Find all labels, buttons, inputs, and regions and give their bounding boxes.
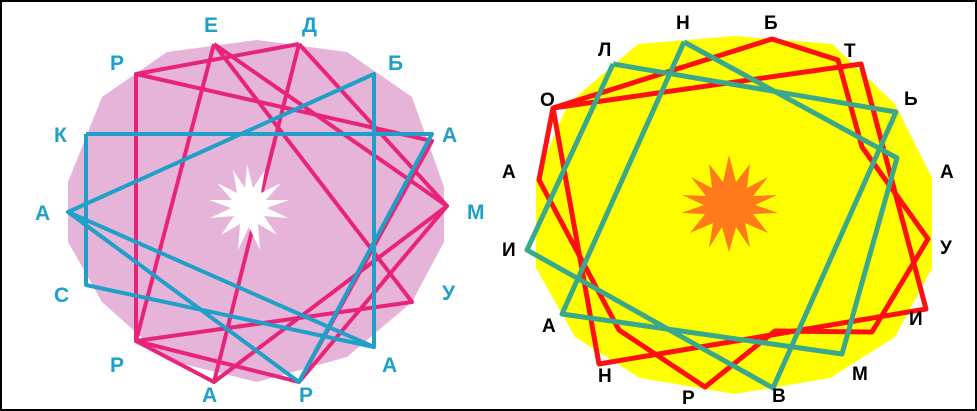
right-letter: В — [772, 386, 786, 407]
right-letter: Б — [764, 13, 778, 34]
right-figure — [527, 36, 932, 394]
left-letter: Д — [302, 14, 317, 37]
right-letter: Р — [682, 388, 695, 409]
right-letter: Т — [844, 41, 856, 62]
left-letter: А — [382, 354, 397, 377]
right-letter: Ь — [904, 89, 918, 110]
left-letter: Е — [204, 14, 218, 37]
left-letter: Р — [110, 52, 124, 75]
left-letter: К — [54, 124, 67, 147]
left-letter: Р — [299, 384, 313, 407]
right-letter: Н — [598, 366, 612, 387]
left-letter: Б — [388, 52, 403, 75]
left-letter: Р — [110, 354, 124, 377]
right-letter: И — [909, 309, 923, 330]
left-letter: А — [35, 202, 50, 225]
right-letter: А — [502, 162, 516, 183]
left-figure — [68, 40, 447, 382]
right-letter: У — [940, 238, 952, 259]
left-letter: А — [202, 384, 217, 407]
left-letter: А — [442, 124, 457, 147]
right-letter: Л — [598, 40, 611, 61]
right-letter: А — [542, 316, 556, 337]
left-letter: С — [54, 284, 69, 307]
right-letter: М — [852, 364, 868, 385]
right-letter: И — [502, 240, 516, 261]
left-letter: М — [467, 201, 485, 224]
left-letter: У — [442, 282, 456, 305]
right-letter: А — [940, 162, 954, 183]
right-letter: О — [540, 90, 555, 111]
right-letter: Н — [676, 13, 690, 34]
